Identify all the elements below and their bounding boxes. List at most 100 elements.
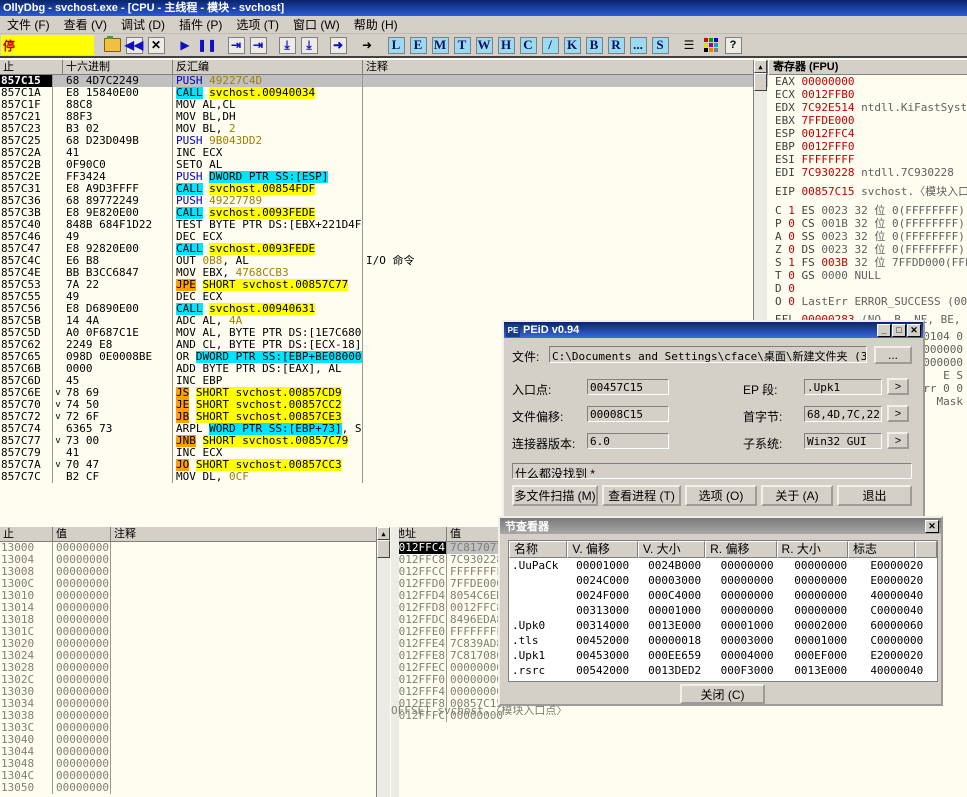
peid-about-button[interactable]: 关于 (A) — [761, 485, 833, 506]
run-icon[interactable]: ▶ — [175, 35, 195, 55]
dump-row[interactable]: 13004 00000000 — [0, 554, 390, 566]
peid-epsection-arrow-button[interactable]: > — [887, 378, 909, 395]
dump-col-comment[interactable]: 注释 — [111, 527, 390, 542]
dump-row[interactable]: 13040 00000000 — [0, 734, 390, 746]
minimize-icon[interactable]: _ — [877, 323, 891, 337]
stack-pane[interactable]: 地址 值 0012FFC4 7C817077 0012FFC8 7C930228 001… — [391, 527, 511, 797]
close-icon[interactable]: ✕ — [907, 323, 921, 337]
col-header-address[interactable]: 止 — [0, 60, 63, 75]
disassembly-row[interactable]: 857C6E v 78 69 JS SHORT svchost.00857CD9 — [0, 387, 768, 399]
peid-options-button[interactable]: 选项 (O) — [685, 485, 757, 506]
restart-icon[interactable]: ◀◀ — [124, 35, 144, 55]
peid-taskviewer-button[interactable]: 查看进程 (T) — [602, 485, 681, 506]
dump-row[interactable]: 13030 00000000 — [0, 686, 390, 698]
peid-subsystem-arrow-button[interactable]: > — [887, 432, 909, 449]
register-row-eip[interactable]: EIP 00857C15 svchost.〈模块入口点 — [769, 185, 967, 198]
col-header-comment[interactable]: 注释 — [363, 60, 768, 75]
step-into-icon[interactable]: ⇥ — [226, 35, 246, 55]
disassembly-row[interactable]: 857C47 E8 92820E00 CALL svchost.0093FEDE — [0, 243, 768, 255]
animate-icon[interactable]: ➜ — [357, 35, 377, 55]
register-row[interactable]: EDI 7C930228 ntdll.7C930228 — [769, 166, 967, 179]
peid-multiscan-button[interactable]: 多文件扫描 (M) — [512, 485, 598, 506]
disassembly-row[interactable]: 857C36 68 89772249 PUSH 49227789 — [0, 195, 768, 207]
disassembly-row[interactable]: 857C79 41 INC ECX — [0, 447, 768, 459]
stack-row[interactable]: 0012FFF0 00000000 — [391, 674, 511, 686]
stack-scrollbar[interactable] — [391, 527, 399, 797]
peid-titlebar[interactable]: PE PEiD v0.94 _ □ ✕ — [504, 322, 923, 338]
section-row[interactable]: .Upk0 00314000 0013E000 00001000 00002000 600… — [509, 618, 937, 633]
disassembly-pane[interactable]: 止 十六进制 反汇编 注释 857C15 68 4D7C2249 PUSH 4922… — [0, 60, 768, 521]
stack-row[interactable]: 0012FFE0 FFFFFFFF — [391, 626, 511, 638]
peid-firstbytes-arrow-button[interactable]: > — [887, 405, 909, 422]
menu-item-view[interactable]: 查看 (V) — [63, 18, 108, 32]
dump-row[interactable]: 13044 00000000 — [0, 746, 390, 758]
stack-row[interactable]: 0012FFD8 0012FFC8 — [391, 602, 511, 614]
disassembly-row[interactable]: 857C74 6365 73 ARPL WORD PTR SS:[EBP+73], … — [0, 423, 768, 435]
register-row[interactable]: ECX 0012FFB0 — [769, 88, 967, 101]
dump-row[interactable]: 1301C 00000000 — [0, 626, 390, 638]
sec-col-rsize[interactable]: R. 大小 — [776, 541, 848, 558]
toolbar-callstack-icon[interactable]: K — [562, 35, 582, 55]
menu-item-help[interactable]: 帮助 (H) — [353, 18, 398, 32]
sec-col-name[interactable]: 名称 — [509, 541, 568, 558]
sec-col-voffset[interactable]: V. 偏移 — [567, 541, 639, 558]
disassembly-row[interactable]: 857C4E BB B3CC6847 MOV EBX, 4768CCB3 — [0, 267, 768, 279]
disassembly-row[interactable]: 857C6B 0000 ADD BYTE PTR DS:[EAX], AL — [0, 363, 768, 375]
menu-item-file[interactable]: 文件 (F) — [7, 18, 50, 32]
disassembly-row[interactable]: 857C25 68 D23D049B PUSH 9B043DD2 — [0, 135, 768, 147]
disassembly-row[interactable]: 857C4C E6 B8 OUT 0B8, AL I/O 命令 — [0, 255, 768, 267]
dump-row[interactable]: 13048 00000000 — [0, 758, 390, 770]
section-row[interactable]: 00313000 00001000 00000000 00000000 C0000040 — [509, 603, 937, 618]
dump-row[interactable]: 1303C 00000000 — [0, 722, 390, 734]
section-row[interactable]: .tls 00452000 00000018 00003000 00001000 C000… — [509, 633, 937, 648]
peid-exit-button[interactable]: 退出 — [837, 485, 912, 506]
peid-firstbytes-value[interactable]: 68,4D,7C,22 — [804, 406, 882, 422]
menu-item-window[interactable]: 窗口 (W) — [293, 18, 340, 32]
register-row[interactable]: EDX 7C92E514 ntdll.KiFastSystemC — [769, 101, 967, 114]
peid-linker-value[interactable]: 6.0 — [587, 433, 669, 449]
scroll-thumb[interactable] — [754, 73, 767, 91]
disassembly-row[interactable]: 857C7A v 70 47 JO SHORT svchost.00857CC3 — [0, 459, 768, 471]
register-row[interactable]: EBX 7FFDE000 — [769, 114, 967, 127]
register-row[interactable]: ESI FFFFFFFF — [769, 153, 967, 166]
dump-col-value[interactable]: 值 — [53, 527, 111, 542]
maximize-icon[interactable]: □ — [892, 323, 906, 337]
toolbar-source-icon[interactable]: S — [650, 35, 670, 55]
disassembly-row[interactable]: 857C1F 88C8 MOV AL,CL — [0, 99, 768, 111]
disassembly-row[interactable]: 857C1A E8 15840E00 CALL svchost.00940034 — [0, 87, 768, 99]
toolbar-log-icon[interactable]: L — [386, 35, 406, 55]
registers-body[interactable]: EAX 00000000 ECX 0012FFB0 EDX 7C92E514 n… — [769, 75, 967, 408]
toolbar-threads-icon[interactable]: T — [452, 35, 472, 55]
stack-col-address[interactable]: 地址 — [391, 527, 447, 542]
dump-row[interactable]: 1300C 00000000 — [0, 578, 390, 590]
peid-fileoffset-value[interactable]: 00008C15 — [587, 406, 669, 422]
peid-result-text[interactable]: 什么都没找到 * — [512, 463, 912, 479]
dump-scroll-thumb[interactable] — [377, 540, 390, 558]
flag-row[interactable]: C 1 ES 0023 32 位 0(FFFFFFFF) — [769, 204, 967, 217]
toolbar-breakpoints-icon[interactable]: B — [584, 35, 604, 55]
disassembly-row[interactable]: 857C23 B3 02 MOV BL, 2 — [0, 123, 768, 135]
dump-row[interactable]: 13014 00000000 — [0, 602, 390, 614]
peid-dialog[interactable]: PE PEiD v0.94 _ □ ✕ 文件: C:\Documents and… — [502, 320, 925, 525]
disassembly-row[interactable]: 857C2E FF3424 PUSH DWORD PTR SS:[ESP] — [0, 171, 768, 183]
peid-epsection-value[interactable]: .Upk1 — [804, 379, 882, 395]
section-row[interactable]: .Upk1 00453000 000EE659 00004000 000EF000 E20… — [509, 648, 937, 663]
dump-row[interactable]: 1302C 00000000 — [0, 674, 390, 686]
close-icon[interactable]: ✕ — [925, 519, 939, 533]
dump-pane[interactable]: 止 值 注释 13000 00000000 13004 00000000 13008 00… — [0, 527, 390, 797]
stack-row[interactable]: 0012FFFC 00000000 — [391, 710, 511, 722]
section-row[interactable]: .UuPaCk 00001000 0024B000 00000000 00000000 E… — [509, 558, 937, 573]
toolbar-references-icon[interactable]: R — [606, 35, 626, 55]
flag-row[interactable]: T 0 GS 0000 NULL — [769, 269, 967, 282]
disassembly-row[interactable]: 857C3B E8 9E820E00 CALL svchost.0093FEDE — [0, 207, 768, 219]
stack-row[interactable]: 0012FFF8 00857C15 — [391, 698, 511, 710]
toolbar-windows-icon[interactable]: W — [474, 35, 494, 55]
section-row[interactable]: 0024C000 00003000 00000000 00000000 E0000020 — [509, 573, 937, 588]
dump-row[interactable]: 13038 00000000 — [0, 710, 390, 722]
palette-icon[interactable] — [701, 35, 721, 55]
stack-row[interactable]: 0012FFD0 7FFDE000 — [391, 578, 511, 590]
disassembly-row[interactable]: 857C46 49 DEC ECX — [0, 231, 768, 243]
toolbar-run-trace-icon[interactable]: ... — [628, 35, 648, 55]
stack-row[interactable]: 0012FFCC FFFFFFFF — [391, 566, 511, 578]
disassembly-row[interactable]: 857C77 v 73 00 JNB SHORT svchost.00857C79 — [0, 435, 768, 447]
